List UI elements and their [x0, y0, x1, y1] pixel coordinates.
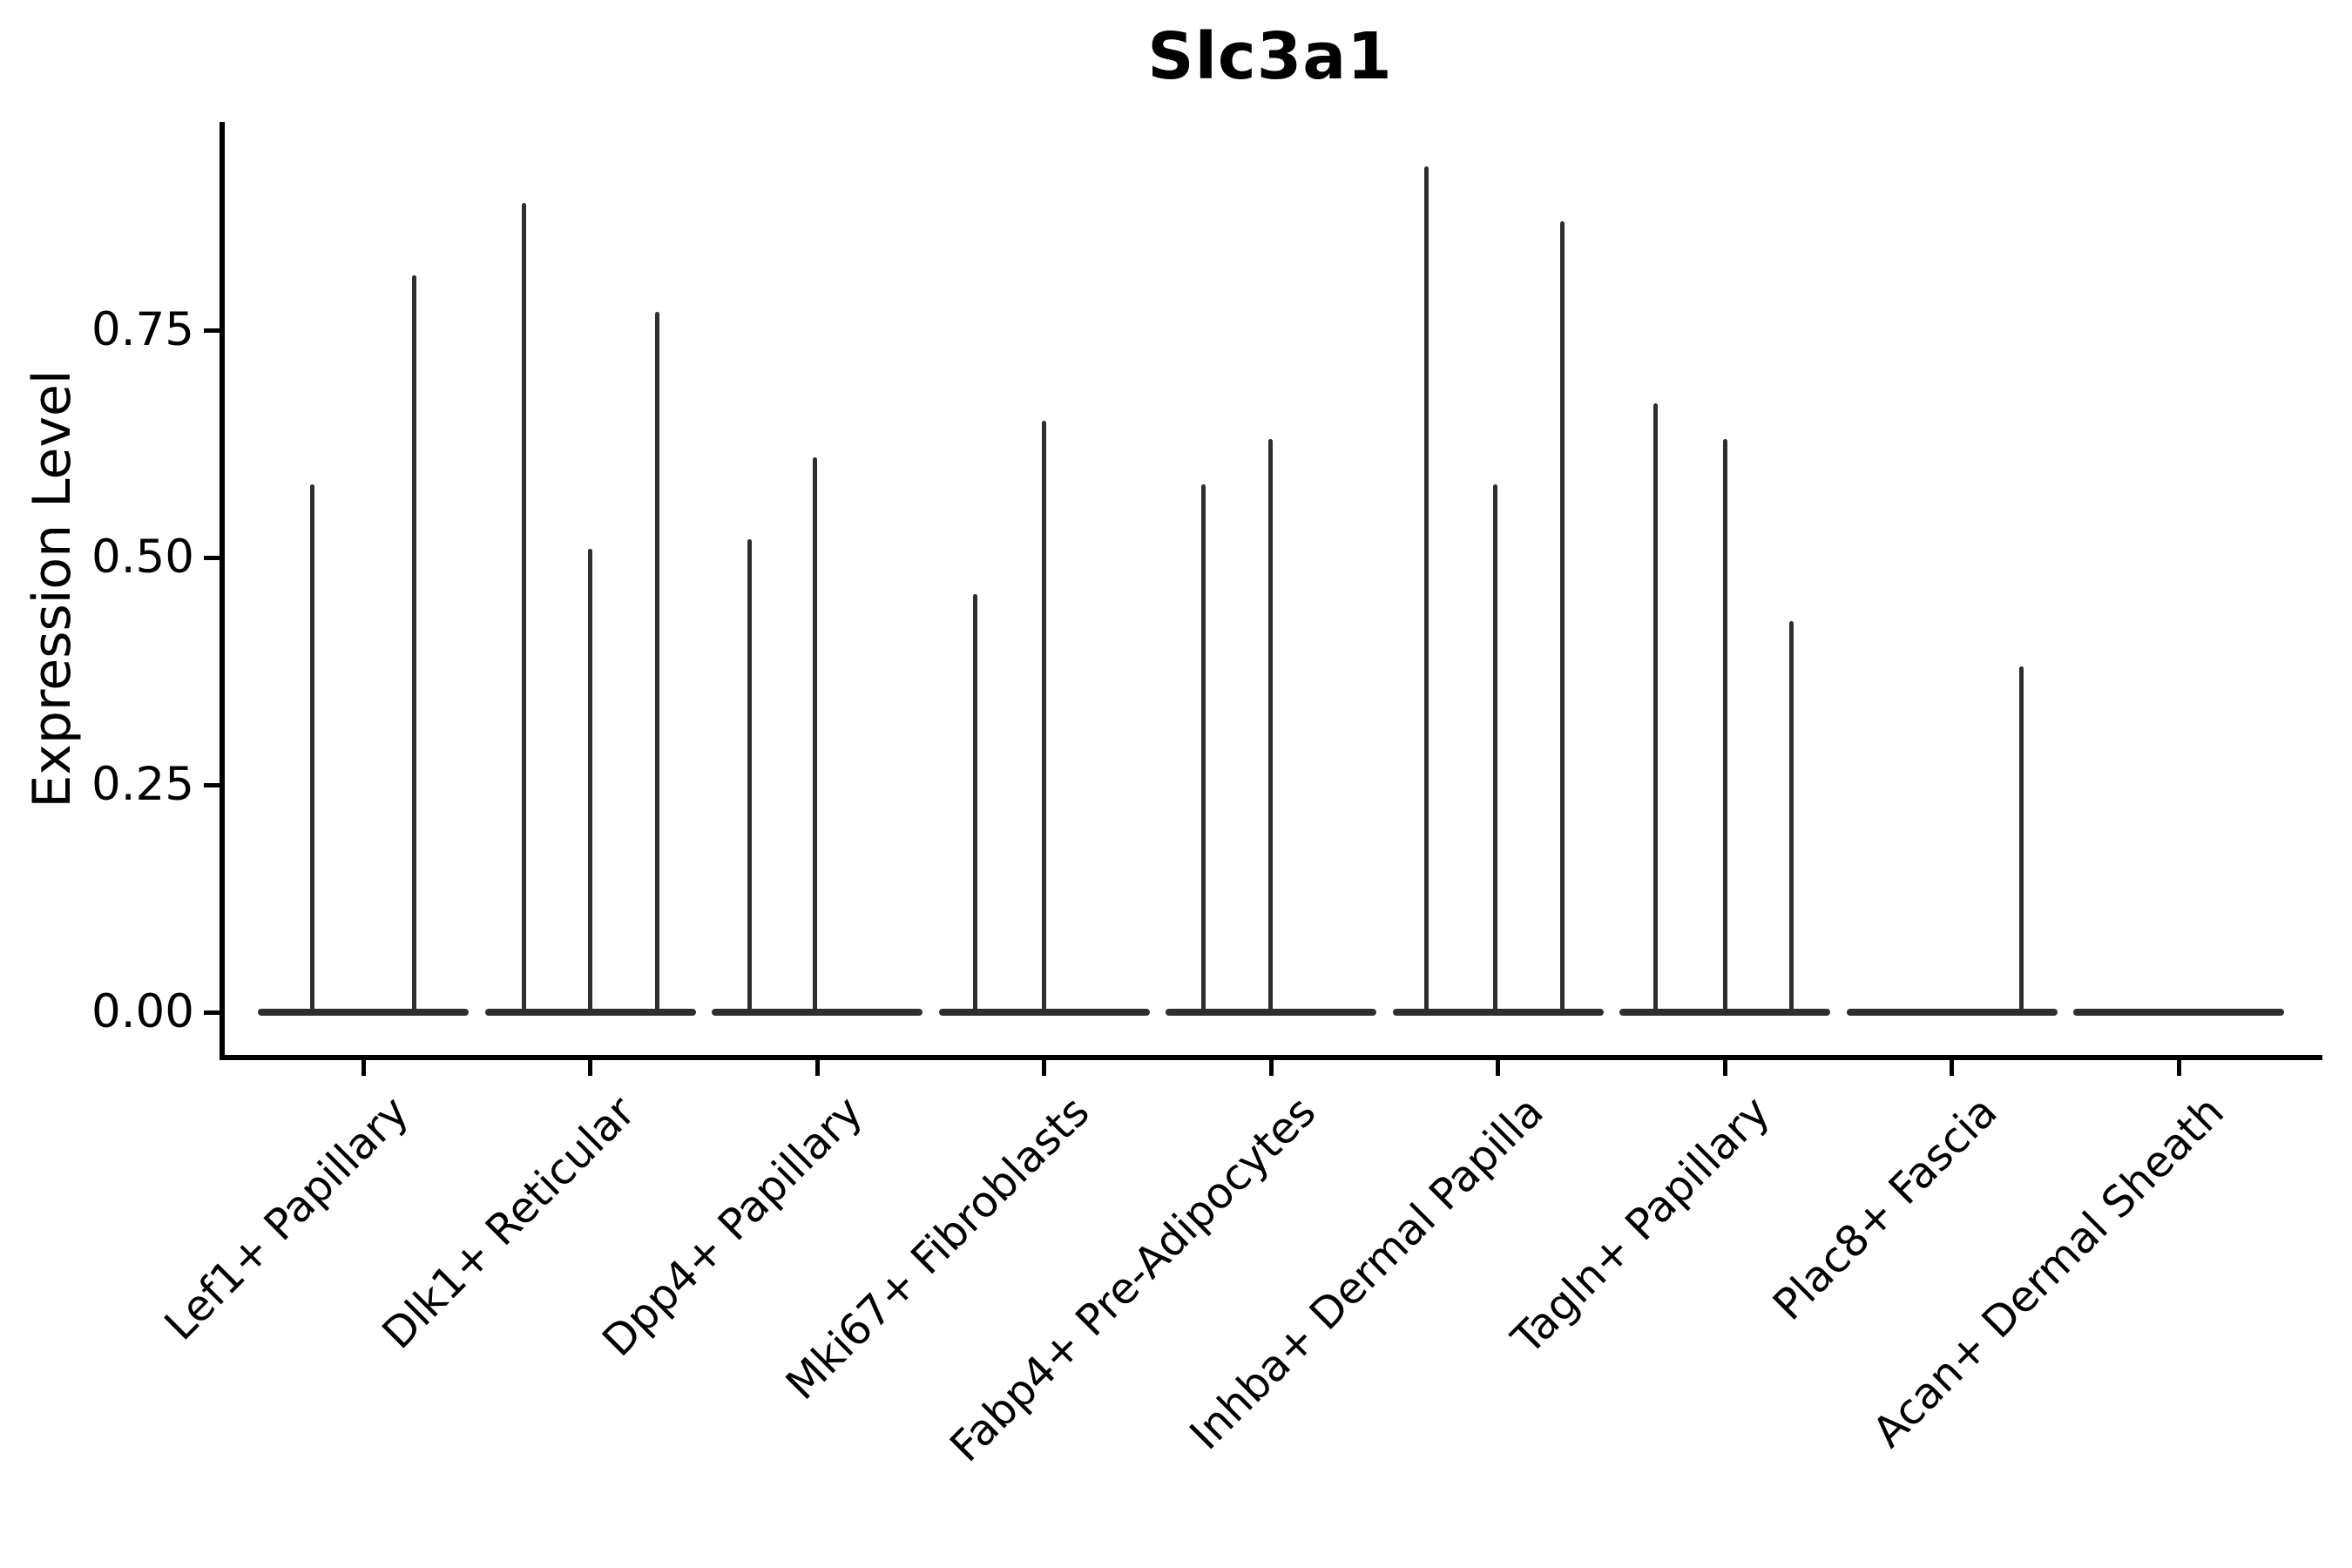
violin-baseline — [1392, 1009, 1604, 1016]
violin-baseline — [2073, 1009, 2284, 1016]
y-axis-tick-label: 0.50 — [91, 531, 194, 584]
x-axis-tick-label: Dlk1+ Reticular — [373, 1086, 645, 1359]
x-axis-tick — [2176, 1060, 2181, 1076]
violin-spike — [1722, 439, 1727, 1012]
x-axis-tick — [1268, 1060, 1274, 1076]
violin-spike — [411, 275, 416, 1012]
violin-spike — [2019, 666, 2024, 1012]
violin-spike — [309, 484, 314, 1012]
y-axis-tick-label: 0.00 — [91, 985, 194, 1038]
y-axis-tick — [204, 328, 220, 333]
y-axis-tick-label: 0.75 — [91, 303, 194, 356]
violin-spike — [1493, 484, 1497, 1012]
violin-spike — [655, 312, 659, 1012]
violin-spike — [1267, 439, 1273, 1012]
violin-spike — [588, 549, 592, 1012]
x-axis-tick — [1042, 1060, 1046, 1076]
violin-spike — [747, 539, 752, 1012]
violin-spike — [1042, 421, 1046, 1012]
x-axis-tick — [1496, 1060, 1500, 1076]
x-axis-tick-label: Fabp4+ Pre-Adipocytes — [941, 1086, 1326, 1472]
y-axis-tick — [204, 782, 220, 787]
chart-title: Slc3a1 — [1147, 19, 1393, 94]
y-axis-tick — [204, 1010, 220, 1015]
violin-spike — [812, 457, 817, 1012]
x-axis-tick-label: Plac8+ Fascia — [1763, 1086, 2007, 1330]
violin-baseline — [484, 1009, 696, 1016]
violin-spike — [1788, 621, 1794, 1012]
x-axis-tick-label: Lef1+ Papillary — [154, 1086, 418, 1350]
x-axis-tick — [1950, 1060, 1954, 1076]
violin-spike — [1560, 221, 1565, 1012]
x-axis-tick — [1722, 1060, 1727, 1076]
violin-baseline — [1846, 1009, 2058, 1016]
x-axis-tick — [361, 1060, 366, 1076]
violin-baseline — [1619, 1009, 1830, 1016]
y-axis-line — [220, 122, 225, 1060]
y-axis-tick-label: 0.25 — [91, 758, 194, 811]
violin-spike — [973, 594, 977, 1012]
violin-baseline — [1166, 1009, 1376, 1016]
violin-spike — [1200, 484, 1206, 1012]
x-axis-line — [220, 1055, 2322, 1060]
violin-spike — [522, 203, 526, 1012]
violin-spike — [1652, 403, 1658, 1012]
violin-baseline — [712, 1009, 923, 1016]
y-axis-tick — [204, 555, 220, 560]
x-axis-tick — [814, 1060, 820, 1076]
violin-spike — [1424, 166, 1429, 1012]
x-axis-tick — [588, 1060, 592, 1076]
violin-baseline — [938, 1009, 1150, 1016]
violin-baseline — [258, 1009, 469, 1016]
